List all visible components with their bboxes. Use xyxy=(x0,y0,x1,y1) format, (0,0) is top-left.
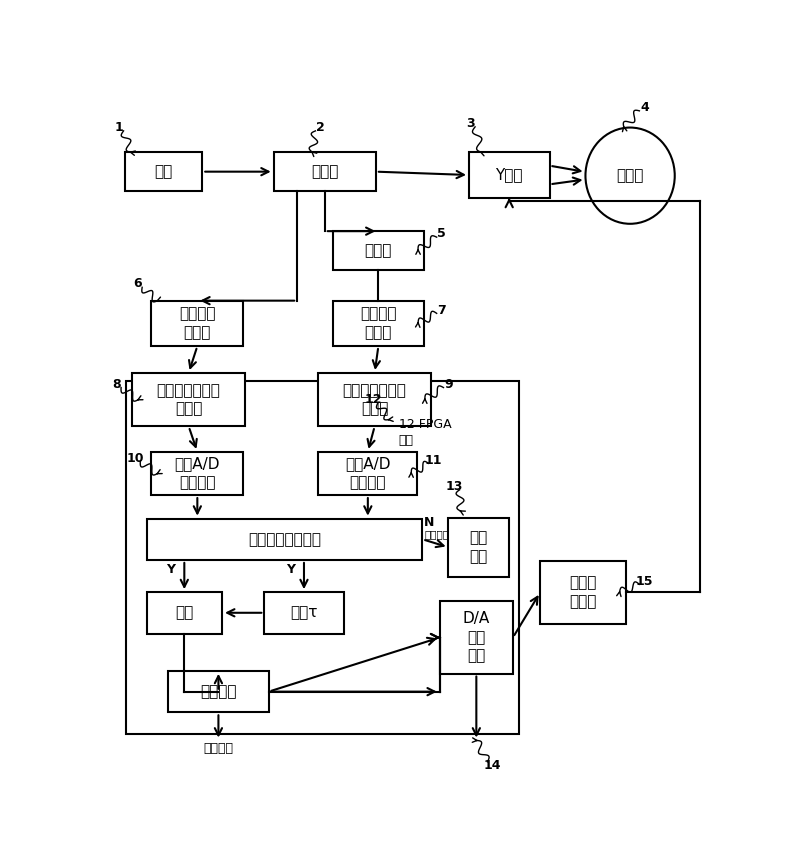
Bar xyxy=(151,300,243,346)
Bar xyxy=(449,518,510,576)
Bar xyxy=(146,592,222,634)
Text: 8: 8 xyxy=(112,378,121,391)
Bar xyxy=(274,152,376,191)
Text: 互相关运算及判决: 互相关运算及判决 xyxy=(248,532,321,547)
Text: 12: 12 xyxy=(364,393,382,406)
Bar xyxy=(168,671,269,713)
Text: Y: Y xyxy=(286,562,295,575)
Text: 第一滤波及前置
放大器: 第一滤波及前置 放大器 xyxy=(157,383,221,417)
Bar xyxy=(469,152,550,198)
Circle shape xyxy=(586,128,674,224)
Bar xyxy=(318,451,418,495)
Text: 延迟τ: 延迟τ xyxy=(290,605,318,621)
Text: 6: 6 xyxy=(133,278,142,291)
Text: 7: 7 xyxy=(438,304,446,317)
Bar xyxy=(146,518,422,560)
Text: 11: 11 xyxy=(425,454,442,467)
Text: 陀螺输出: 陀螺输出 xyxy=(203,742,234,755)
Text: 第一光电
探测器: 第一光电 探测器 xyxy=(179,306,215,340)
Bar xyxy=(264,592,344,634)
Text: 报警输出: 报警输出 xyxy=(424,529,450,539)
Text: N: N xyxy=(424,516,434,529)
Bar xyxy=(318,373,431,426)
Text: 耦合器: 耦合器 xyxy=(311,164,338,179)
Text: 第二A/D
转换装置: 第二A/D 转换装置 xyxy=(345,457,390,490)
Text: D/A
转换
装置: D/A 转换 装置 xyxy=(462,611,490,664)
Bar xyxy=(333,300,424,346)
Bar xyxy=(132,373,245,426)
Text: 第二滤波及前置
放大器: 第二滤波及前置 放大器 xyxy=(342,383,406,417)
Text: 9: 9 xyxy=(444,378,453,391)
Text: 2: 2 xyxy=(316,121,325,134)
Bar xyxy=(333,231,424,270)
Text: 光源: 光源 xyxy=(154,164,173,179)
Text: 第一A/D
转换装置: 第一A/D 转换装置 xyxy=(174,457,220,490)
Bar xyxy=(440,602,513,674)
Text: 相位解调: 相位解调 xyxy=(200,684,237,699)
Text: 1: 1 xyxy=(114,121,123,134)
Text: Y: Y xyxy=(166,562,175,575)
Text: 5: 5 xyxy=(438,227,446,240)
Bar xyxy=(126,381,518,733)
Bar xyxy=(125,152,202,191)
Text: 15: 15 xyxy=(636,575,653,588)
Text: 14: 14 xyxy=(484,759,502,772)
Text: Y波导: Y波导 xyxy=(495,168,523,182)
Text: 4: 4 xyxy=(640,101,649,114)
Bar xyxy=(151,451,243,495)
Text: 报警
装置: 报警 装置 xyxy=(470,530,488,564)
Text: 第二光电
探测器: 第二光电 探测器 xyxy=(360,306,397,340)
Text: 起偏器: 起偏器 xyxy=(365,243,392,258)
Text: 光纤环: 光纤环 xyxy=(617,168,644,183)
Text: 10: 10 xyxy=(126,451,144,464)
Text: 3: 3 xyxy=(466,117,474,130)
Text: 13: 13 xyxy=(446,480,463,493)
Text: 相减: 相减 xyxy=(175,605,194,621)
Text: 驱动放
大电路: 驱动放 大电路 xyxy=(570,575,597,609)
Bar xyxy=(540,561,626,624)
Text: 12 FPGA
芯片: 12 FPGA 芯片 xyxy=(398,418,451,447)
